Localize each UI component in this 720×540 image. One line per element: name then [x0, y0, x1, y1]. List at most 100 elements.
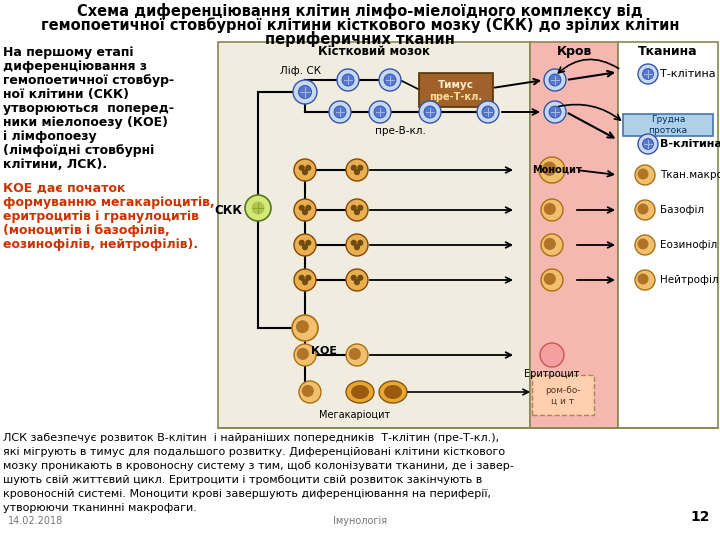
Circle shape — [638, 134, 658, 154]
Circle shape — [637, 168, 649, 179]
Circle shape — [334, 106, 346, 118]
FancyBboxPatch shape — [532, 375, 594, 415]
Circle shape — [357, 275, 364, 281]
Circle shape — [305, 205, 311, 211]
Text: 14.02.2018: 14.02.2018 — [8, 516, 63, 526]
FancyBboxPatch shape — [618, 42, 718, 428]
Text: ної клітини (СКК): ної клітини (СКК) — [3, 88, 129, 101]
Text: утворюючи тканинні макрофаги.: утворюючи тканинні макрофаги. — [3, 503, 197, 513]
Circle shape — [544, 69, 566, 91]
Circle shape — [541, 234, 563, 256]
Circle shape — [642, 138, 654, 150]
Circle shape — [357, 165, 364, 171]
Circle shape — [374, 106, 386, 118]
Circle shape — [541, 199, 563, 221]
Text: Тимус: Тимус — [438, 80, 474, 90]
Text: Ліф. СК: Ліф. СК — [279, 66, 320, 76]
Text: гемопоетичної стовбур-: гемопоетичної стовбур- — [3, 74, 174, 87]
Text: Моноцит: Моноцит — [532, 165, 582, 175]
Text: еритроцитів і гранулоцитів: еритроцитів і гранулоцитів — [3, 210, 199, 223]
Circle shape — [302, 244, 308, 250]
Text: клітини, ЛСК).: клітини, ЛСК). — [3, 158, 107, 171]
Text: шують свій життєвий цикл. Еритроцити і тромбоцити свій розвиток закінчують в: шують свій життєвий цикл. Еритроцити і т… — [3, 475, 482, 485]
Text: КОЕ дає початок: КОЕ дає початок — [3, 182, 125, 195]
Circle shape — [544, 101, 566, 123]
Text: Нейтрофіл: Нейтрофіл — [660, 275, 719, 285]
Circle shape — [354, 279, 360, 285]
Circle shape — [293, 80, 317, 104]
Circle shape — [294, 344, 316, 366]
Circle shape — [357, 240, 364, 246]
Circle shape — [251, 201, 264, 214]
Circle shape — [369, 101, 391, 123]
Circle shape — [384, 74, 396, 86]
Circle shape — [637, 239, 649, 249]
Circle shape — [342, 74, 354, 86]
Circle shape — [642, 69, 654, 79]
Circle shape — [296, 320, 309, 333]
Circle shape — [299, 205, 305, 211]
Circle shape — [299, 381, 321, 403]
Circle shape — [354, 209, 360, 215]
Circle shape — [477, 101, 499, 123]
Circle shape — [542, 161, 557, 176]
Circle shape — [346, 159, 368, 181]
Text: кровоносній системі. Моноцити крові завершують диференціювання на периферії,: кровоносній системі. Моноцити крові заве… — [3, 489, 491, 499]
Circle shape — [539, 157, 565, 183]
Circle shape — [351, 205, 357, 211]
Circle shape — [549, 74, 561, 86]
Text: Схема диференціювання клітин лімфо-міелоїдного комплексу від: Схема диференціювання клітин лімфо-міело… — [77, 3, 643, 19]
Text: На першому етапі: На першому етапі — [3, 46, 133, 59]
Text: утворюються  поперед-: утворюються поперед- — [3, 102, 174, 115]
Circle shape — [637, 273, 649, 285]
Circle shape — [329, 101, 351, 123]
Circle shape — [297, 348, 309, 360]
Circle shape — [305, 275, 311, 281]
Circle shape — [544, 273, 556, 285]
Circle shape — [294, 199, 316, 221]
Circle shape — [351, 240, 357, 246]
Circle shape — [346, 234, 368, 256]
Text: ЛСК забезпечує розвиток В-клітин  і найраніших попередників  Т-клітин (пре-Т-кл.: ЛСК забезпечує розвиток В-клітин і найра… — [3, 433, 499, 443]
Circle shape — [298, 85, 312, 99]
Text: ром-бо-
ц и т: ром-бо- ц и т — [545, 386, 581, 406]
Circle shape — [294, 234, 316, 256]
Circle shape — [302, 385, 314, 397]
Circle shape — [549, 106, 561, 118]
Circle shape — [482, 106, 494, 118]
Circle shape — [424, 106, 436, 118]
Text: які мігрують в тимус для подальшого розвитку. Диференційовані клітини кісткового: які мігрують в тимус для подальшого розв… — [3, 447, 505, 457]
Circle shape — [354, 244, 360, 250]
Text: Мегакаріоцит: Мегакаріоцит — [320, 410, 391, 420]
Circle shape — [544, 238, 556, 250]
Text: В-клітина: В-клітина — [660, 139, 720, 149]
Text: гемопоетичної стовбурної клітини кісткового мозку (СКК) до зрілих клітин: гемопоетичної стовбурної клітини кістков… — [41, 17, 679, 33]
Ellipse shape — [351, 385, 369, 399]
FancyBboxPatch shape — [419, 73, 493, 107]
Circle shape — [245, 195, 271, 221]
Text: диференціювання з: диференціювання з — [3, 60, 147, 73]
Text: КОЕ: КОЕ — [311, 346, 337, 356]
Text: Кістковий мозок: Кістковий мозок — [318, 45, 430, 58]
Text: Еритроцит: Еритроцит — [524, 369, 580, 379]
Text: (моноцитів і базофілів,: (моноцитів і базофілів, — [3, 224, 170, 237]
Text: еозинофілів, нейтрофілів).: еозинофілів, нейтрофілів). — [3, 238, 198, 251]
Text: СКК: СКК — [214, 204, 242, 217]
Circle shape — [354, 169, 360, 176]
Text: Тканина: Тканина — [638, 45, 698, 58]
Circle shape — [540, 343, 564, 367]
Text: (лімфоїдні стовбурні: (лімфоїдні стовбурні — [3, 144, 154, 157]
Circle shape — [351, 275, 357, 281]
Text: Грудна
протока: Грудна протока — [649, 116, 688, 134]
Circle shape — [299, 240, 305, 246]
FancyBboxPatch shape — [530, 42, 618, 428]
Text: Ткан.макрофаг: Ткан.макрофаг — [660, 170, 720, 180]
Text: мозку проникають в кровоносну систему з тим, щоб колонізувати тканини, де і заве: мозку проникають в кровоносну систему з … — [3, 461, 514, 471]
Text: пре-В-кл.: пре-В-кл. — [374, 126, 426, 136]
Circle shape — [544, 203, 556, 215]
Circle shape — [337, 69, 359, 91]
Circle shape — [299, 275, 305, 281]
Circle shape — [348, 348, 361, 360]
Text: ники міелопоезу (КОЕ): ники міелопоезу (КОЕ) — [3, 116, 168, 129]
Circle shape — [346, 199, 368, 221]
